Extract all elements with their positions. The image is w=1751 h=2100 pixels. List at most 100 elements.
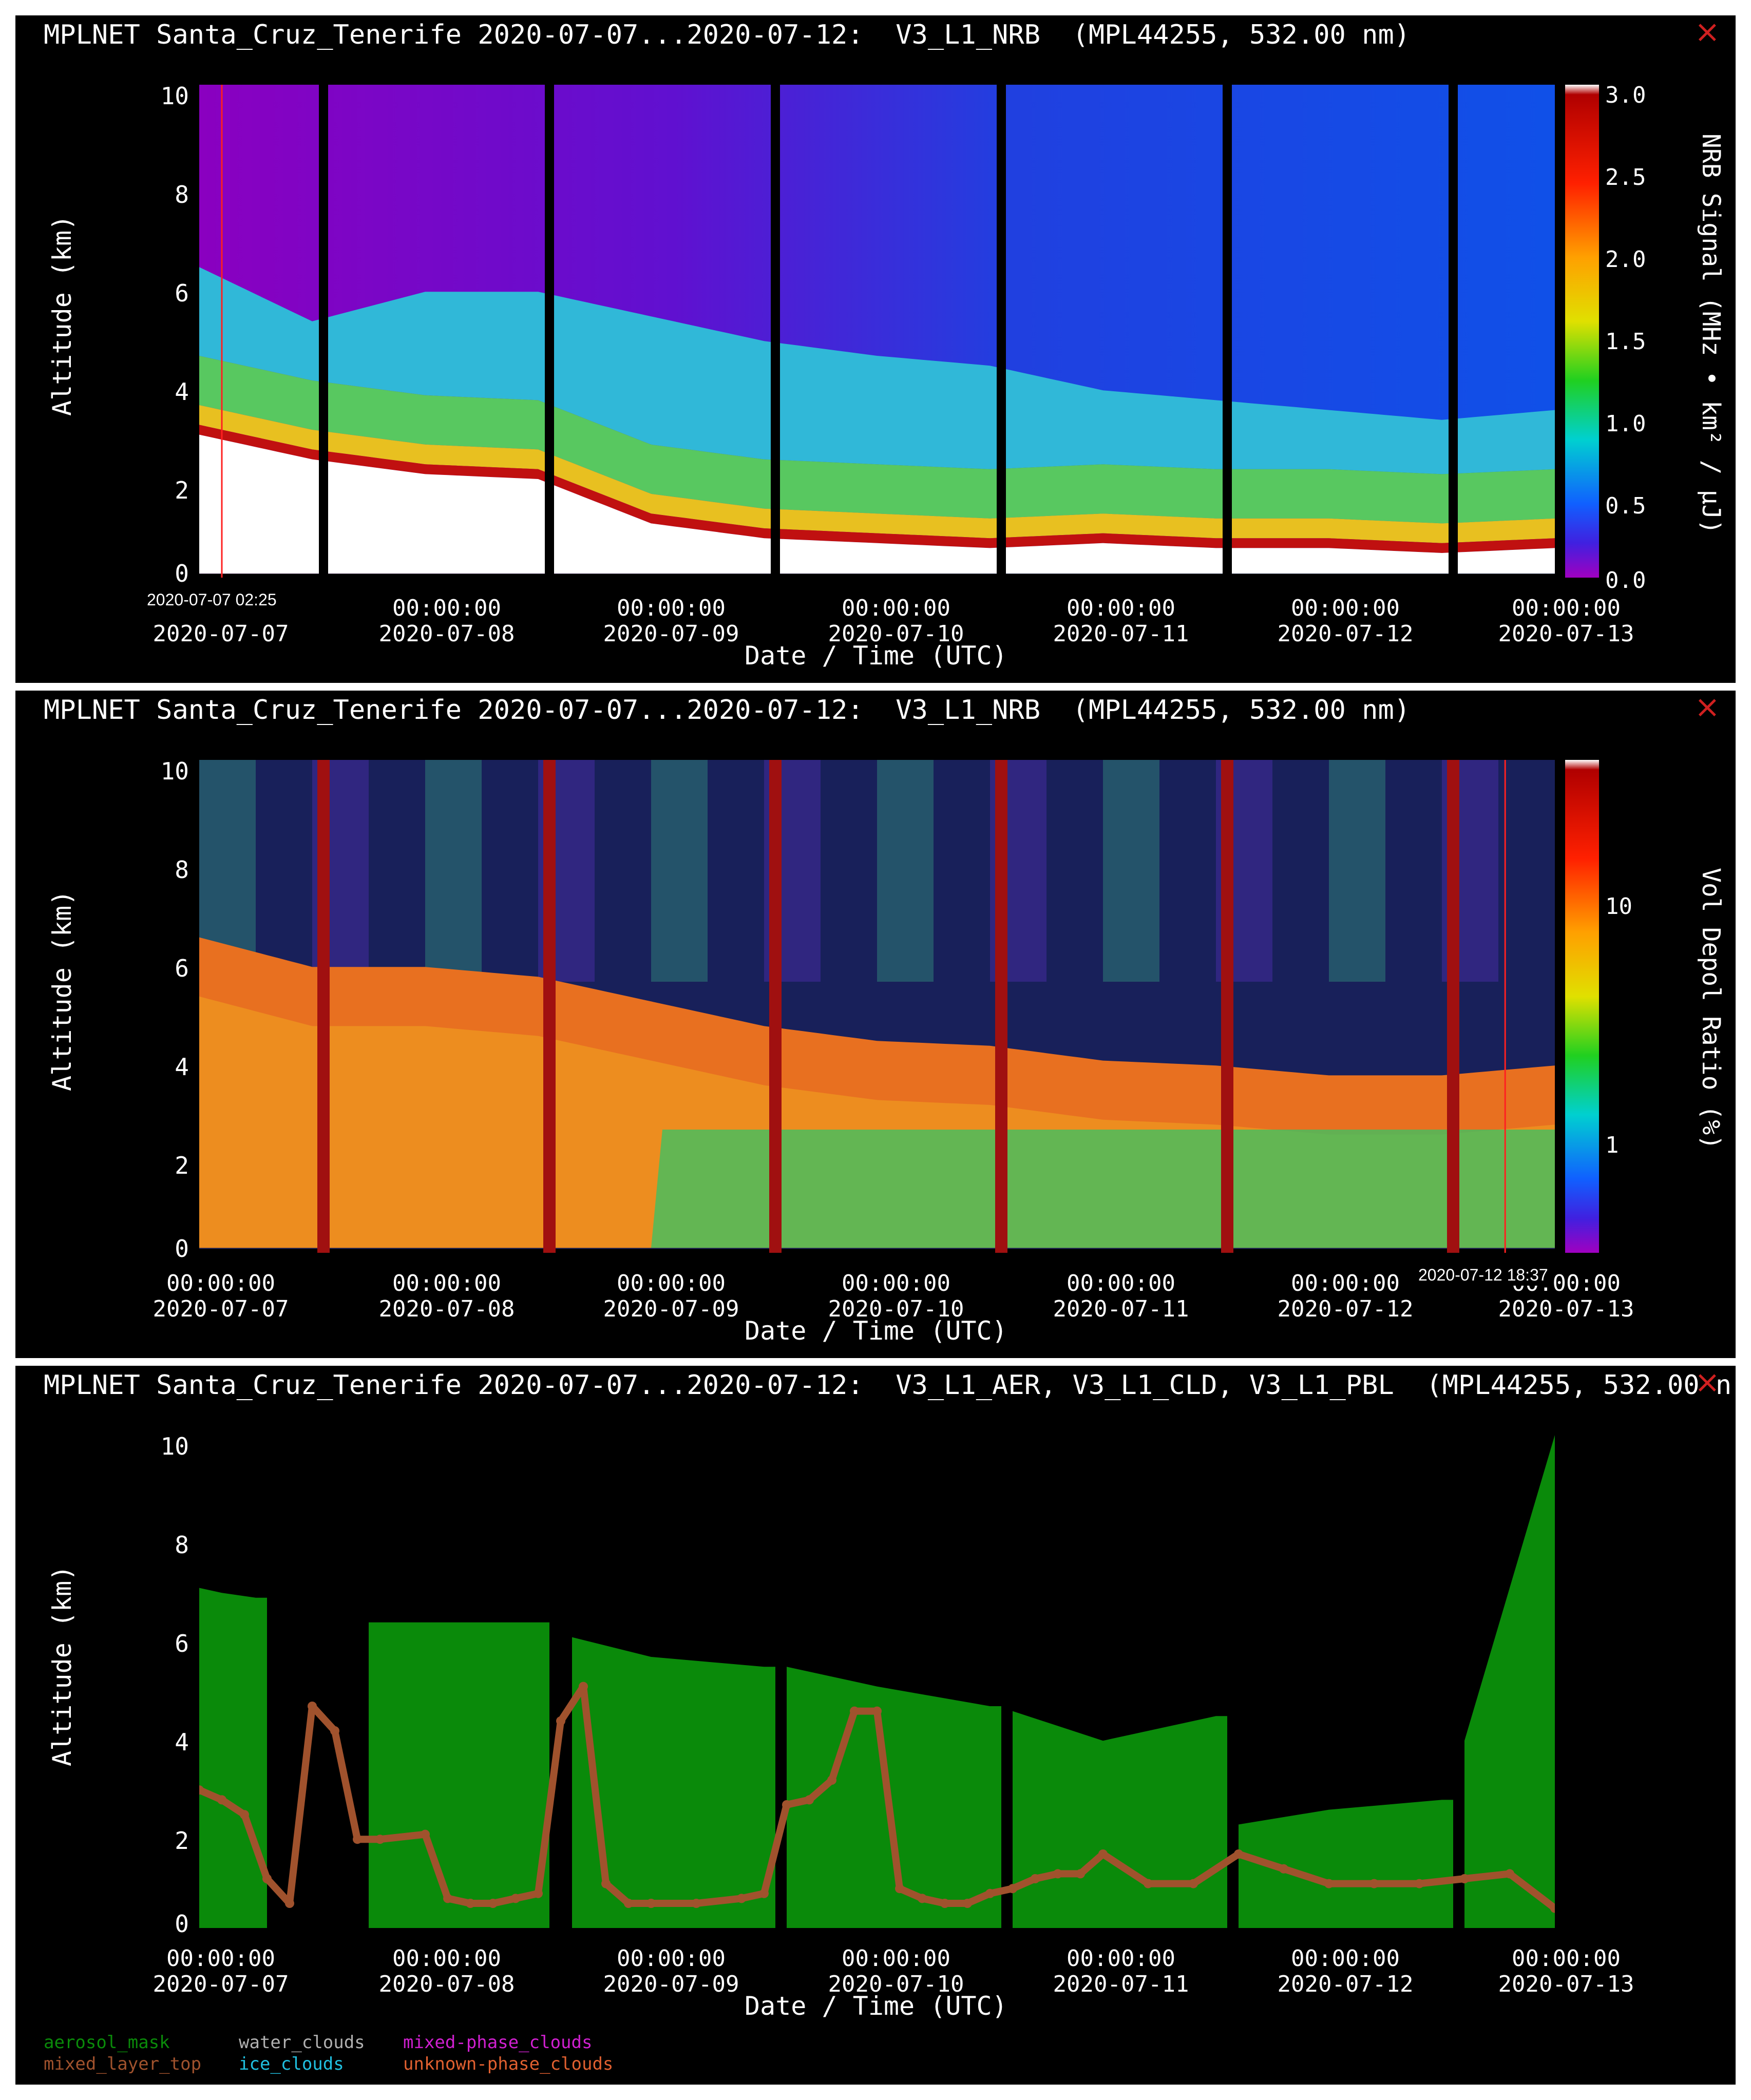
noise-column — [1103, 760, 1159, 982]
colorbar-tick: 3.0 — [1605, 82, 1646, 108]
aerosol-mask-segment — [572, 1637, 651, 1928]
mixed-layer-top-point — [240, 1810, 249, 1820]
mixed-layer-top-point — [1031, 1874, 1040, 1883]
x-tick-label: 00:00:00 2020-07-08 — [354, 1946, 539, 1997]
legend-unknown-phase-clouds: unknown-phase_clouds — [403, 2054, 614, 2074]
y-tick-label: 0 — [175, 1235, 189, 1263]
x-tick-label: 00:00:00 2020-07-12 — [1253, 1946, 1438, 1997]
cursor-time-label: 2020-07-12 18:37 — [1415, 1265, 1551, 1286]
y-tick-label: 8 — [175, 856, 189, 884]
depol-ratio-panel: MPLNET Santa_Cruz_Tenerife 2020-07-07...… — [15, 691, 1736, 1358]
x-tick-label: 00:00:00 2020-07-11 — [1029, 1946, 1213, 1997]
y-tick-label: 6 — [175, 279, 189, 307]
panel-title: MPLNET Santa_Cruz_Tenerife 2020-07-07...… — [44, 695, 1411, 726]
data-gap — [1223, 85, 1232, 578]
data-gap — [1447, 760, 1459, 1253]
panel-title: MPLNET Santa_Cruz_Tenerife 2020-07-07...… — [44, 1370, 1733, 1401]
mixed-layer-top-point — [421, 1829, 430, 1839]
y-tick-label: 10 — [160, 1433, 189, 1460]
colorbar — [1565, 85, 1599, 578]
aerosol-mask-segment — [1103, 1716, 1216, 1928]
aerosol-mask-segment — [651, 1657, 764, 1928]
noise-column — [651, 760, 708, 982]
x-tick-time: 00:00:00 — [842, 595, 950, 621]
y-tick-label: 4 — [175, 378, 189, 406]
mixed-layer-top-point — [1076, 1869, 1085, 1879]
x-tick-label: 00:00:00 2020-07-09 — [579, 596, 764, 647]
x-tick-time: 00:00:00 — [1512, 595, 1621, 621]
aerosol-mask-segment — [787, 1667, 877, 1928]
noise-column — [1329, 760, 1385, 982]
data-gap — [545, 85, 554, 578]
mixed-layer-top-point — [579, 1682, 588, 1691]
mixed-layer-top-point — [1144, 1879, 1153, 1888]
x-tick-label: 00:00:00 2020-07-08 — [354, 596, 539, 647]
aerosol-mask-segment — [199, 1588, 222, 1928]
mixed-layer-top-point — [985, 1888, 995, 1898]
x-tick-label: 00:00:00 2020-07-13 — [1474, 1946, 1659, 1997]
colorbar-label: Vol Depol Ratio (%) — [1697, 868, 1725, 1150]
x-tick-date: 2020-07-09 — [603, 621, 739, 647]
x-tick-label: 00:00:00 2020-07-10 — [804, 1271, 988, 1322]
x-tick-date: 2020-07-12 — [1277, 1971, 1414, 1997]
depol-heatmap — [199, 760, 1555, 1253]
x-tick-label: 00:00:00 2020-07-10 — [804, 596, 988, 647]
x-tick-date: 2020-07-07 — [153, 1971, 289, 1997]
mixed-layer-top-point — [511, 1894, 520, 1903]
mixed-layer-top-point — [308, 1702, 317, 1711]
mixed-layer-top-point — [1234, 1849, 1243, 1859]
y-tick-label: 0 — [175, 560, 189, 587]
x-tick-time: 00:00:00 — [1067, 595, 1175, 621]
colorbar-tick: 1.5 — [1605, 329, 1646, 355]
x-tick-date: 2020-07-11 — [1053, 1296, 1189, 1322]
mixed-layer-top-point — [1369, 1879, 1379, 1888]
x-tick-label: 00:00:00 2020-07-09 — [579, 1946, 764, 1997]
mixed-layer-top-point — [488, 1899, 498, 1908]
mixed-layer-top-point — [1324, 1879, 1334, 1888]
x-tick-label: 00:00:00 2020-07-11 — [1029, 1271, 1213, 1322]
colorbar-label: NRB Signal (MHz • km² / μJ) — [1697, 133, 1725, 534]
y-tick-label: 2 — [175, 476, 189, 504]
noise-column — [425, 760, 482, 982]
mixed-layer-top-point — [1550, 1903, 1555, 1913]
mixed-layer-top-point — [646, 1899, 656, 1908]
x-tick-time: 00:00:00 — [617, 1945, 726, 1972]
aerosol-mask-plot — [199, 1435, 1555, 1928]
y-tick-label: 0 — [175, 1910, 189, 1938]
close-icon[interactable]: × — [1694, 689, 1720, 725]
aerosol-cloud-pbl-panel: MPLNET Santa_Cruz_Tenerife 2020-07-07...… — [15, 1366, 1736, 2085]
data-gap — [543, 760, 556, 1253]
y-tick-label: 2 — [175, 1827, 189, 1855]
mixed-layer-top-point — [1415, 1879, 1424, 1888]
mixed-layer-top-point — [850, 1706, 859, 1716]
y-tick-label: 4 — [175, 1728, 189, 1756]
legend-water-clouds: water_clouds — [239, 2032, 365, 2053]
x-tick-date: 2020-07-13 — [1498, 1296, 1634, 1322]
colorbar — [1565, 760, 1599, 1253]
legend-ice-clouds: ice_clouds — [239, 2054, 344, 2074]
x-tick-time: 00:00:00 — [1291, 1945, 1400, 1972]
x-tick-date: 2020-07-08 — [378, 1296, 515, 1322]
mixed-layer-top-point — [963, 1899, 972, 1908]
y-tick-label: 8 — [175, 1531, 189, 1559]
data-gap — [771, 85, 780, 578]
colorbar-tick: 2.5 — [1605, 164, 1646, 190]
close-icon[interactable]: × — [1694, 1364, 1720, 1400]
aerosol-mask-segment — [1329, 1800, 1442, 1928]
mixed-layer-top-point — [759, 1888, 769, 1898]
aerosol-mask-segment — [222, 1593, 256, 1928]
y-tick-label: 6 — [175, 1630, 189, 1657]
aerosol-mask-segment — [1216, 1716, 1227, 1928]
close-icon[interactable]: × — [1694, 14, 1720, 50]
colorbar-tick: 2.0 — [1605, 246, 1646, 273]
y-tick-label: 6 — [175, 954, 189, 982]
legend-mixed-phase-clouds: mixed-phase_clouds — [403, 2032, 593, 2053]
mixed-layer-top-point — [940, 1899, 949, 1908]
aerosol-band-green — [199, 356, 1555, 524]
mixed-layer-top-point — [330, 1726, 339, 1735]
mixed-layer-top-point — [918, 1894, 927, 1903]
mixed-layer-top-point — [262, 1874, 272, 1883]
x-tick-date: 2020-07-10 — [828, 1971, 964, 1997]
x-tick-date: 2020-07-13 — [1498, 1971, 1634, 1997]
mixed-layer-top-point — [199, 1785, 204, 1795]
